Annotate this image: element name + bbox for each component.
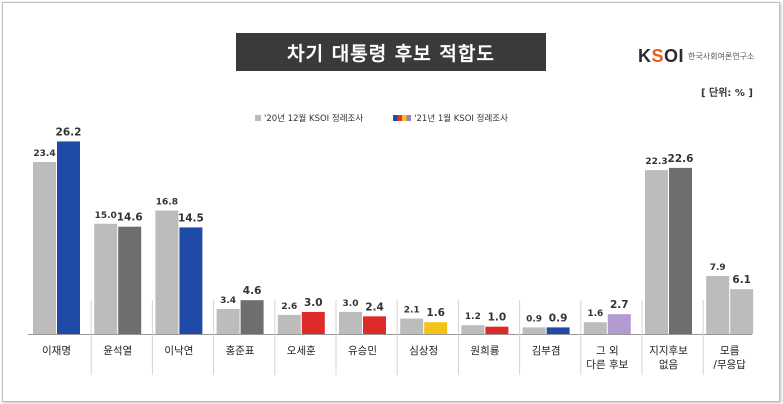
value-label-prev: 2.6 bbox=[281, 302, 297, 312]
value-label-curr: 1.0 bbox=[488, 312, 507, 324]
value-label-prev: 23.4 bbox=[33, 149, 55, 159]
category-label: 원희룡 bbox=[470, 345, 499, 357]
bar-prev bbox=[155, 210, 179, 334]
value-label-curr: 26.2 bbox=[56, 126, 82, 138]
bar-prev bbox=[94, 223, 118, 334]
value-label-prev: 3.4 bbox=[220, 296, 236, 306]
value-label-curr: 3.0 bbox=[304, 297, 323, 309]
value-label-curr: 1.6 bbox=[426, 307, 445, 319]
category-label: 모름 bbox=[720, 345, 740, 357]
value-label-curr: 0.9 bbox=[549, 312, 568, 324]
category-label: 유승민 bbox=[348, 345, 377, 357]
legend-item-curr: '21년 1월 KSOI 정례조사 bbox=[393, 112, 508, 124]
value-label-curr: 14.5 bbox=[178, 212, 204, 224]
category-label: 이재명 bbox=[42, 345, 71, 357]
category-label: 없음 bbox=[659, 358, 679, 371]
value-label-prev: 22.3 bbox=[645, 157, 667, 167]
unit-label: [ 단위: % ] bbox=[700, 88, 753, 99]
bar-prev bbox=[461, 325, 485, 334]
category-label: 다른 후보 bbox=[586, 359, 628, 371]
bar-curr bbox=[607, 314, 631, 334]
bar-curr bbox=[301, 311, 325, 334]
value-label-prev: 15.0 bbox=[95, 211, 117, 221]
value-label-prev: 1.2 bbox=[465, 312, 481, 322]
category-label: 홍준표 bbox=[226, 344, 255, 357]
bar-curr bbox=[669, 167, 692, 334]
bar-curr bbox=[363, 316, 386, 334]
bar-prev bbox=[400, 318, 424, 334]
category-label: 윤석열 bbox=[103, 345, 132, 357]
legend-label-prev: '20년 12월 KSOI 정례조사 bbox=[264, 114, 364, 124]
value-label-prev: 7.9 bbox=[710, 263, 726, 273]
value-label-prev: 1.6 bbox=[587, 309, 603, 319]
category-label: 그 외 bbox=[596, 345, 619, 357]
legend-label-curr: '21년 1월 KSOI 정례조사 bbox=[414, 114, 508, 124]
value-label-prev: 3.0 bbox=[343, 299, 359, 309]
chart-title: 차기 대통령 후보 적합도 bbox=[236, 33, 546, 71]
value-label-curr: 4.6 bbox=[243, 285, 262, 297]
value-label-curr: 2.4 bbox=[365, 301, 384, 313]
bar-curr bbox=[57, 141, 80, 334]
value-label-prev: 0.9 bbox=[526, 314, 542, 324]
bar-curr bbox=[546, 327, 570, 334]
legend-item-prev: '20년 12월 KSOI 정례조사 bbox=[255, 112, 363, 124]
value-label-curr: 2.7 bbox=[610, 299, 629, 311]
bar-curr bbox=[240, 300, 264, 334]
ksoi-logo: KSOI 한국사회여론연구소 bbox=[638, 46, 754, 66]
value-label-prev: 2.1 bbox=[404, 306, 420, 316]
value-label-curr: 14.6 bbox=[117, 212, 143, 224]
category-label: 지지후보 bbox=[649, 345, 688, 357]
bar-curr bbox=[424, 322, 448, 334]
bar-prev bbox=[277, 314, 301, 334]
value-label-prev: 16.8 bbox=[156, 198, 178, 208]
bar-prev bbox=[339, 311, 362, 334]
bar-prev bbox=[583, 322, 607, 334]
category-label: 오세훈 bbox=[287, 344, 316, 357]
bar-prev bbox=[216, 309, 240, 334]
category-label: /무응답 bbox=[713, 359, 746, 371]
bar-prev bbox=[33, 162, 56, 334]
logo-mark: KSOI bbox=[638, 45, 685, 66]
value-label-curr: 6.1 bbox=[732, 274, 751, 286]
category-label: 김부겸 bbox=[532, 345, 561, 357]
bar-curr bbox=[485, 326, 509, 334]
logo-text: 한국사회여론연구소 bbox=[688, 51, 755, 61]
bar-curr bbox=[730, 289, 754, 334]
value-label-curr: 22.6 bbox=[668, 153, 694, 165]
bar-prev bbox=[522, 327, 546, 334]
category-label: 이낙연 bbox=[164, 345, 193, 357]
category-label: 심상정 bbox=[409, 345, 438, 357]
bar-curr bbox=[179, 227, 203, 334]
legend-swatch-curr bbox=[393, 115, 412, 121]
legend-swatch-prev bbox=[255, 115, 261, 121]
bar-prev bbox=[706, 275, 730, 334]
legend: '20년 12월 KSOI 정례조사 '21년 1월 KSOI 정례조사 bbox=[255, 112, 538, 124]
bar-curr bbox=[118, 226, 142, 334]
bar-prev bbox=[645, 170, 668, 334]
